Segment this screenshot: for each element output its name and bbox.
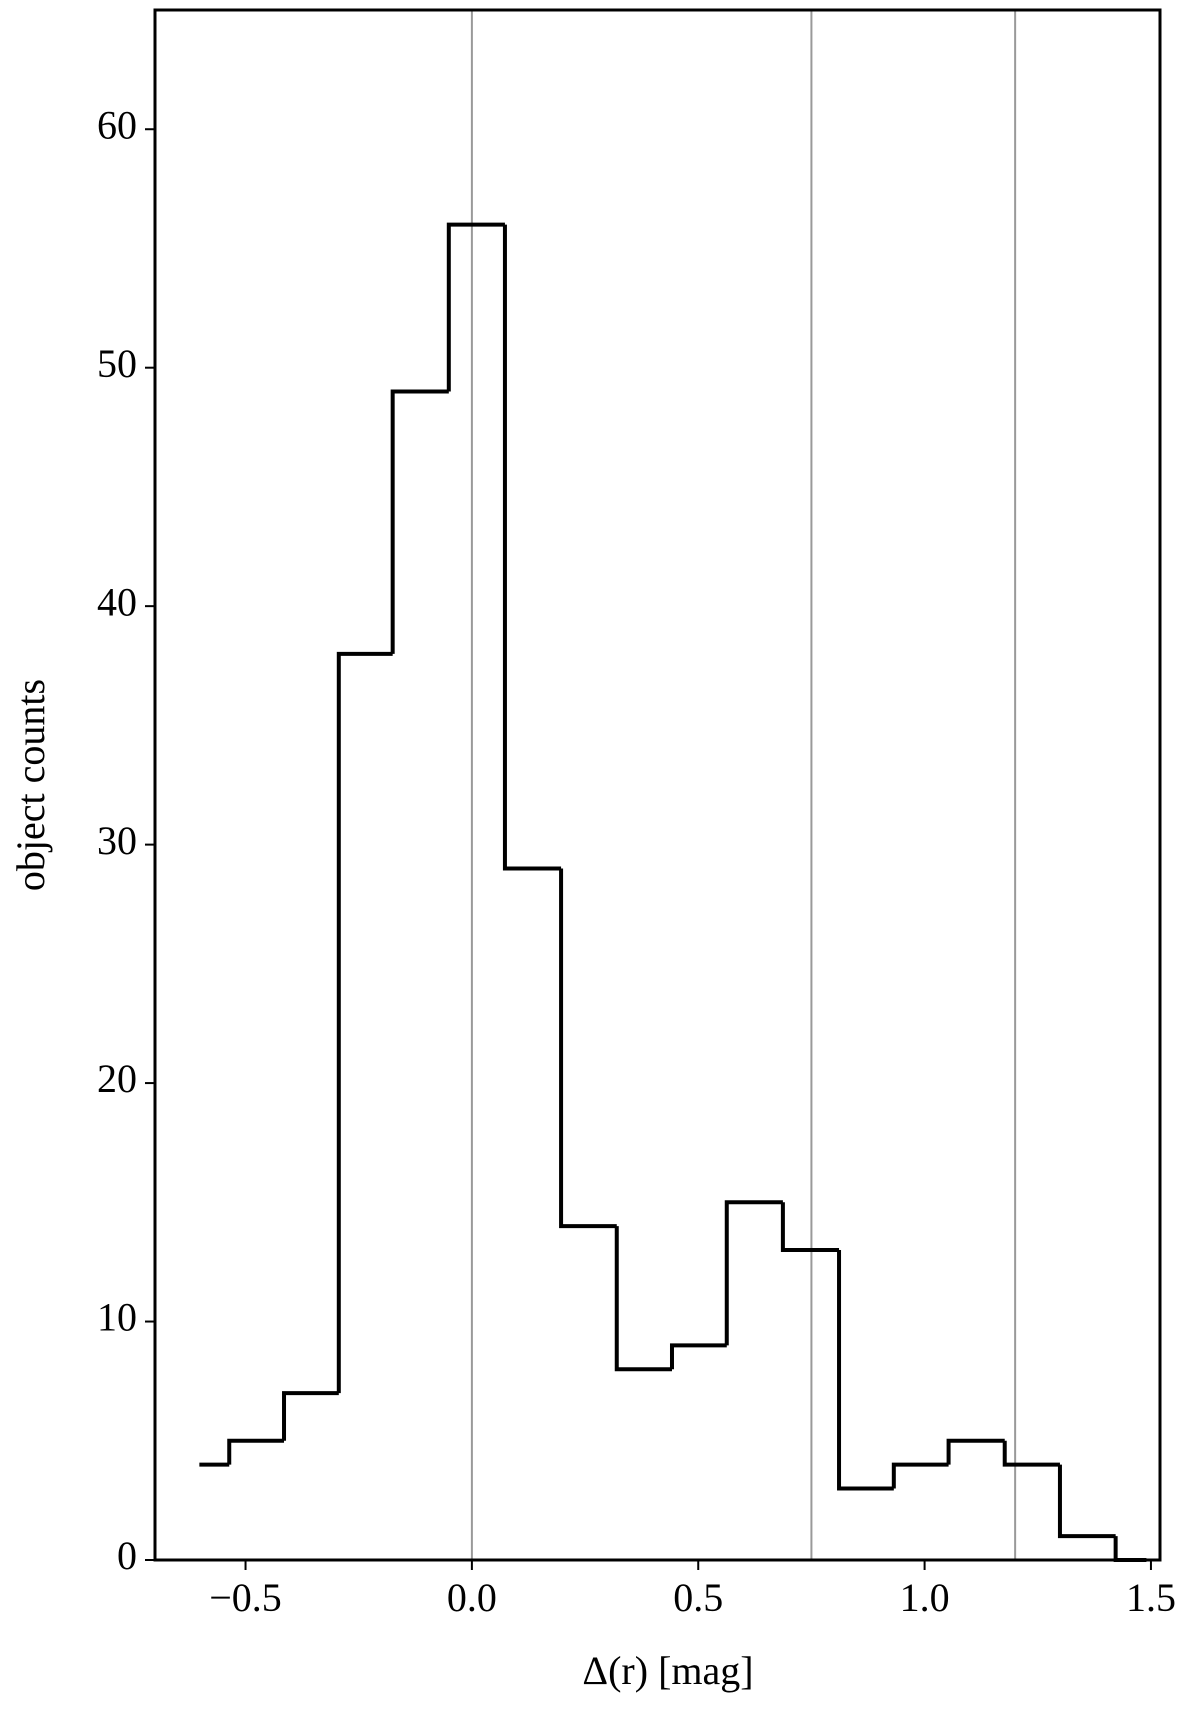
x-axis-label: Δ(r) [mag] [582,1648,753,1693]
histogram-step [502,224,562,871]
histogram-step [946,1438,1005,1465]
histogram-step [614,1226,672,1372]
x-tick-label: 0.5 [673,1575,723,1620]
y-axis-label: object counts [8,679,53,891]
histogram-step [780,1202,840,1252]
histogram-step [282,1391,339,1441]
y-tick-label: 50 [97,341,137,386]
histogram-step [669,1343,727,1370]
x-tick-label: 1.5 [1126,1575,1176,1620]
y-tick-label: 0 [117,1533,137,1578]
histogram-step [1113,1536,1147,1562]
histogram-step [891,1462,949,1489]
histogram-step [1057,1464,1116,1539]
histogram-step [336,651,393,1394]
histogram-step [446,222,505,392]
y-tick-label: 20 [97,1056,137,1101]
x-tick-label: −0.5 [209,1575,282,1620]
histogram-step [390,389,449,654]
y-tick-label: 30 [97,818,137,863]
histogram-step [227,1438,285,1465]
y-tick-label: 40 [97,579,137,624]
histogram-step [559,868,617,1229]
histogram-step [724,1200,783,1346]
plot-frame [153,8,1162,1562]
y-tick-label: 10 [97,1295,137,1340]
x-tick-label: 0.0 [447,1575,497,1620]
y-tick-label: 60 [97,102,137,147]
x-tick-label: 1.0 [900,1575,950,1620]
histogram-step [837,1250,894,1491]
histogram-step [1002,1440,1060,1467]
